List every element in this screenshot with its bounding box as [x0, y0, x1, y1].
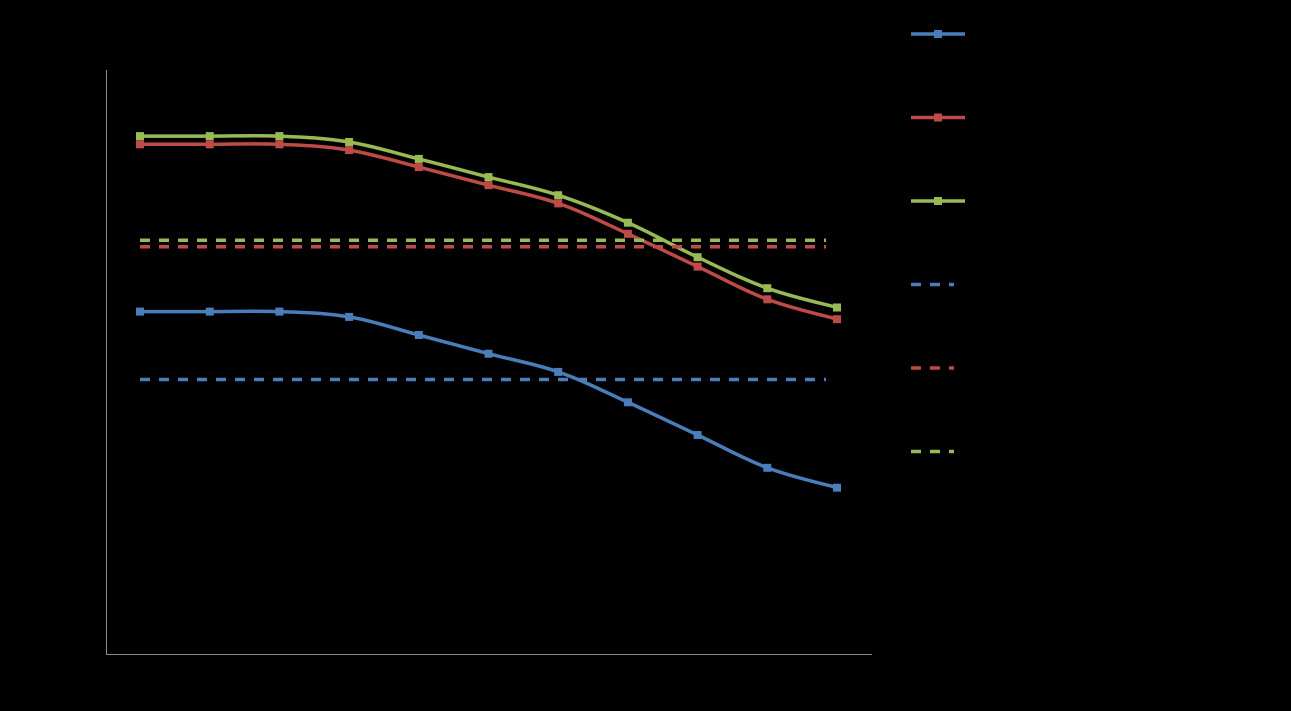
- legend-entry-3: [911, 197, 965, 205]
- series-3-point-3: [275, 132, 284, 141]
- plot-area: [136, 132, 841, 492]
- series-3-line: [138, 133, 839, 310]
- series-3-point-10: [763, 284, 772, 293]
- series-3-point-8: [623, 218, 632, 227]
- series-3-point-11: [833, 303, 841, 312]
- legend-entry-1: [911, 30, 965, 38]
- series-2: [136, 140, 841, 324]
- series-2-point-4: [345, 146, 354, 155]
- legend-key-marker: [934, 30, 942, 38]
- series-1-point-3: [275, 307, 284, 316]
- series-3-point-9: [693, 253, 702, 262]
- series-1-point-2: [205, 307, 214, 316]
- series-3-point-4: [345, 138, 354, 146]
- series-2-point-2: [205, 140, 214, 149]
- series-2-line: [138, 142, 839, 321]
- series-2-point-11: [833, 315, 841, 324]
- axes: [106, 70, 872, 655]
- series-3: [136, 132, 841, 312]
- series-2-point-10: [763, 295, 772, 304]
- series-3-point-1: [136, 132, 144, 141]
- series-1-point-5: [414, 331, 423, 339]
- legend-key-marker: [934, 113, 942, 122]
- series-2-point-9: [693, 262, 702, 271]
- series-1-line: [138, 309, 839, 490]
- series-1-point-6: [484, 349, 493, 358]
- legend-key-marker: [934, 197, 942, 205]
- series-2-point-7: [554, 199, 563, 208]
- series-2-point-1: [136, 140, 144, 149]
- series-2-point-3: [275, 140, 284, 149]
- series-2-point-6: [484, 181, 493, 190]
- series-1-point-9: [693, 431, 702, 439]
- series-1-point-7: [554, 367, 563, 376]
- series-3-point-5: [414, 154, 423, 163]
- series-1-point-8: [623, 398, 632, 407]
- legend: [911, 30, 965, 454]
- series-2-point-5: [414, 163, 423, 172]
- series-3-point-2: [205, 132, 214, 141]
- series-1: [136, 307, 841, 492]
- series-1-point-4: [345, 312, 354, 321]
- series-3-point-6: [484, 173, 493, 182]
- legend-entry-2: [911, 113, 965, 122]
- series-3-point-7: [554, 191, 563, 200]
- series-1-point-10: [763, 463, 772, 472]
- series-2-point-8: [623, 229, 632, 238]
- series-1-point-11: [833, 483, 841, 492]
- series-1-point-1: [136, 307, 144, 316]
